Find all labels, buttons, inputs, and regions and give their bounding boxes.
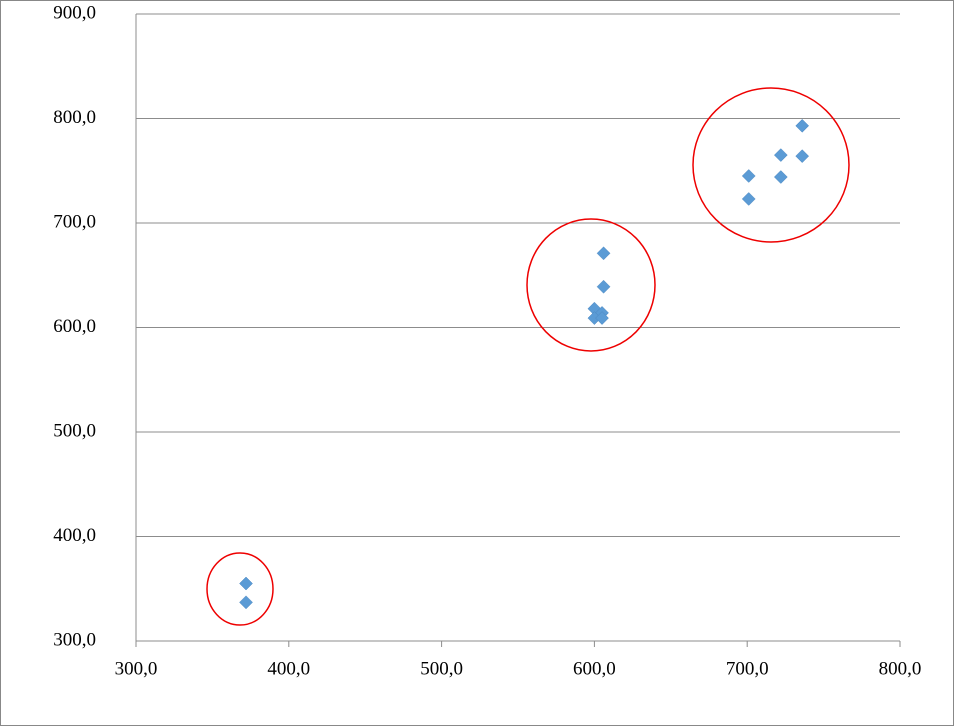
y-tick-label: 900,0 [53,2,96,23]
point [795,149,810,163]
y-tick-label: 800,0 [53,107,96,128]
point [596,246,611,261]
point [596,279,611,294]
y-tick-label: 700,0 [53,211,96,232]
point [773,148,788,162]
point [741,192,756,206]
point [741,169,756,183]
point [773,170,788,184]
point [239,576,253,591]
y-tick-label: 600,0 [53,316,96,337]
point [595,311,609,325]
highlight-circle [526,218,656,352]
x-tick-label: 400,0 [267,658,310,679]
point [239,595,253,610]
y-tick-label: 300,0 [53,629,96,650]
x-tick-label: 700,0 [726,658,769,679]
x-tick-label: 800,0 [879,658,922,679]
y-tick-label: 400,0 [53,525,96,546]
highlight-circle [206,552,274,626]
x-tick-label: 600,0 [573,658,616,679]
x-tick-label: 300,0 [115,658,158,679]
x-tick-label: 500,0 [420,658,463,679]
highlight-circle [692,87,850,243]
point [795,118,810,133]
y-tick-label: 500,0 [53,420,96,441]
plot: 300,0 400,0 500,0 600,0 700,0 800,0 900,0 300,0… [53,2,921,679]
